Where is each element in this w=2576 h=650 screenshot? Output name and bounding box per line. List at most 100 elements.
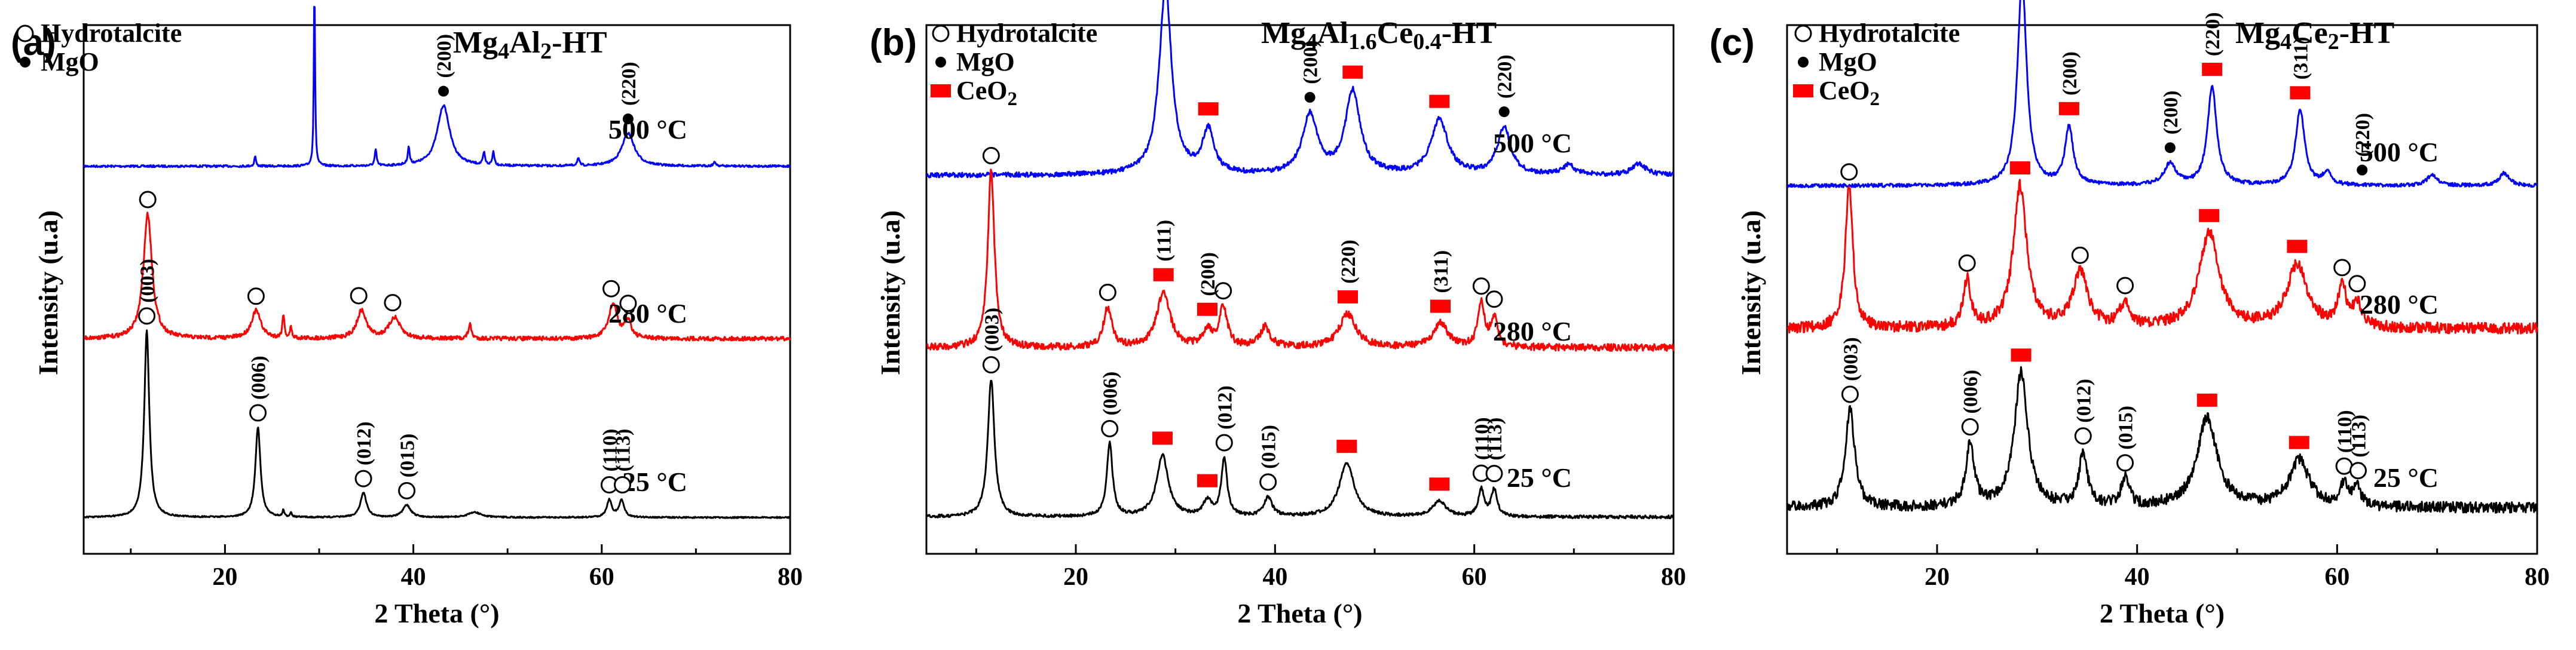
miller-index-label: (220)	[618, 62, 640, 106]
miller-index-label: (006)	[248, 355, 270, 400]
title-subscript: 2	[540, 39, 552, 64]
temperature-label: 280 °C	[1493, 316, 1572, 347]
chart-panel-a: (a)20 40 60 802 Theta (°)Intensity (u.a)500…	[11, 5, 803, 628]
temperature-label: 500 °C	[608, 114, 687, 145]
temperature-label: 280 °C	[2360, 289, 2439, 320]
y-axis-label: Intensity (u.a)	[1736, 210, 1766, 375]
miller-index-label: (110)	[599, 429, 621, 472]
x-tick-label: 40	[1262, 563, 1287, 591]
x-tick-label: 40	[401, 563, 426, 591]
x-tick-label: 60	[1462, 563, 1487, 591]
miller-index-label: (006)	[1960, 370, 1982, 414]
ceo2-marker	[2290, 86, 2311, 100]
title-part: Mg	[453, 26, 498, 60]
title-part: -HT	[2339, 16, 2394, 50]
ceo2-marker	[2289, 436, 2309, 449]
title-part: Mg	[2235, 16, 2280, 50]
legend-ceo2-subscript: 2	[1870, 88, 1880, 110]
y-axis-label: Intensity (u.a)	[33, 210, 63, 375]
trace-25C	[1786, 366, 2538, 514]
title-part: Ce	[2292, 16, 2328, 50]
title-subscript: 4	[1306, 29, 1317, 54]
legend-hydrotalcite-text: Hydrotalcite	[41, 19, 182, 48]
legend-ceo2-text: CeO	[1819, 76, 1870, 105]
hydrotalcite-marker	[1485, 465, 1503, 483]
temperature-label: 25 °C	[1507, 462, 1572, 493]
hydrotalcite-marker	[398, 482, 416, 499]
miller-index-label: (015)	[2115, 406, 2137, 450]
miller-index-label: (015)	[1258, 425, 1280, 469]
miller-index-label: (113)	[612, 429, 634, 472]
ceo2-marker	[1152, 431, 1173, 445]
trace-280C	[926, 168, 1675, 352]
temperature-label: 500 °C	[2360, 137, 2439, 167]
mgo-marker	[1798, 57, 1809, 68]
mgo-marker	[622, 114, 634, 125]
mgo-marker	[1304, 91, 1315, 103]
trace-280C	[1786, 179, 2538, 335]
miller-index-label: (200)	[1197, 252, 1219, 296]
title-subscript: 4	[498, 39, 509, 64]
miller-index-label: (200)	[2160, 91, 2182, 135]
hydrotalcite-marker	[2349, 462, 2367, 480]
miller-index-label: (006)	[1100, 372, 1122, 416]
ceo2-marker	[1429, 477, 1450, 491]
hydrotalcite-marker	[2348, 275, 2366, 293]
miller-index-label: (200)	[2059, 51, 2081, 96]
hydrotalcite-marker	[1215, 434, 1233, 452]
miller-index-label: (220)	[2352, 113, 2374, 157]
hydrotalcite-marker	[1099, 283, 1116, 301]
legend-mgo: MgO	[41, 47, 99, 76]
miller-index-label: (003)	[137, 259, 159, 303]
temperature-label: 25 °C	[2373, 462, 2439, 493]
miller-index-label: (012)	[2073, 379, 2095, 423]
miller-index-label: (200)	[433, 34, 455, 78]
legend-mgo: MgO	[956, 47, 1015, 76]
hydrotalcite-marker	[1958, 254, 1976, 272]
x-axis-label: 2 Theta (°)	[1237, 598, 1362, 628]
hydrotalcite-marker	[384, 294, 402, 312]
ceo2-marker	[2009, 161, 2030, 175]
x-tick-label: 20	[1063, 563, 1088, 591]
panel-label: (c)	[1709, 22, 1755, 63]
legend-ceo2-text: CeO	[956, 76, 1008, 105]
panel-title: Mg4Ce2-HT	[2235, 16, 2394, 54]
hydrotalcite-marker	[138, 307, 156, 325]
miller-index-label: (113)	[1484, 418, 1506, 461]
mgo-marker	[438, 85, 449, 97]
hydrotalcite-marker	[249, 404, 267, 422]
x-tick-label: 60	[589, 563, 614, 591]
trace-25C	[84, 329, 791, 519]
ceo2-marker	[2196, 393, 2217, 407]
miller-index-label: (200)	[1300, 40, 1322, 84]
hydrotalcite-marker	[1472, 277, 1490, 295]
hydrotalcite-marker	[1101, 419, 1119, 437]
legend-hydrotalcite-text: Hydrotalcite	[956, 19, 1097, 48]
hydrotalcite-marker	[350, 287, 368, 305]
ceo2-marker	[931, 84, 951, 97]
hydrotalcite-marker	[1840, 163, 1858, 181]
ceo2-marker	[1429, 94, 1450, 108]
legend-hydrotalcite: Hydrotalcite	[1819, 19, 1960, 48]
legend-mgo-text: MgO	[41, 47, 99, 76]
panel-label: (b)	[870, 22, 917, 63]
hydrotalcite-marker	[1259, 473, 1277, 491]
trace-280C	[84, 211, 791, 342]
legend-hydrotalcite-text: Hydrotalcite	[1819, 19, 1960, 48]
miller-index-label: (003)	[1840, 337, 1862, 381]
title-part: Al	[509, 26, 540, 60]
title-part: Mg	[1261, 16, 1306, 50]
ceo2-marker	[1197, 474, 1217, 488]
mgo-marker	[2357, 164, 2368, 176]
hydrotalcite-marker	[1214, 282, 1232, 300]
plot-frame	[82, 24, 791, 555]
hydrotalcite-marker	[1841, 385, 1859, 403]
ceo2-marker	[1198, 102, 1219, 116]
hydrotalcite-marker	[619, 295, 637, 312]
x-tick-label: 40	[2125, 563, 2150, 591]
ceo2-marker	[2202, 63, 2223, 76]
hydrotalcite-marker	[2074, 427, 2092, 445]
legend-mgo: MgO	[1819, 47, 1877, 76]
